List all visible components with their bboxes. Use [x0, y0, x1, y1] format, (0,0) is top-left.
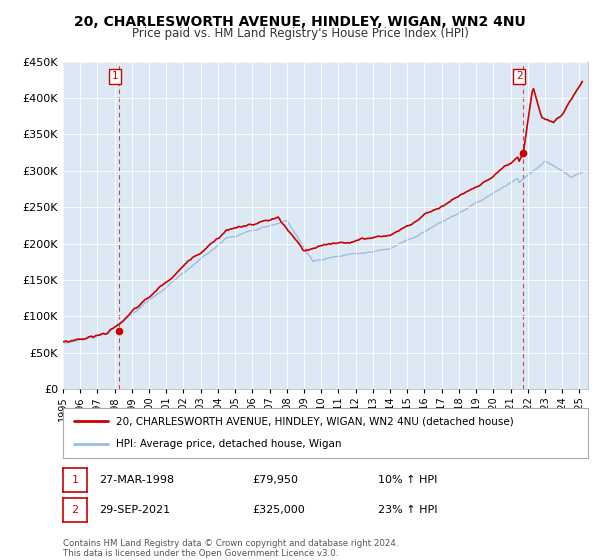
- Text: Price paid vs. HM Land Registry's House Price Index (HPI): Price paid vs. HM Land Registry's House …: [131, 27, 469, 40]
- Text: 10% ↑ HPI: 10% ↑ HPI: [378, 475, 437, 485]
- Text: 20, CHARLESWORTH AVENUE, HINDLEY, WIGAN, WN2 4NU: 20, CHARLESWORTH AVENUE, HINDLEY, WIGAN,…: [74, 15, 526, 29]
- Text: £325,000: £325,000: [252, 505, 305, 515]
- Text: 1: 1: [71, 475, 79, 485]
- Text: 1: 1: [112, 71, 118, 81]
- Text: HPI: Average price, detached house, Wigan: HPI: Average price, detached house, Wiga…: [115, 440, 341, 450]
- Text: 27-MAR-1998: 27-MAR-1998: [99, 475, 174, 485]
- Text: 20, CHARLESWORTH AVENUE, HINDLEY, WIGAN, WN2 4NU (detached house): 20, CHARLESWORTH AVENUE, HINDLEY, WIGAN,…: [115, 416, 513, 426]
- Text: 2: 2: [516, 71, 523, 81]
- Text: 2: 2: [71, 505, 79, 515]
- Text: 23% ↑ HPI: 23% ↑ HPI: [378, 505, 437, 515]
- Text: 29-SEP-2021: 29-SEP-2021: [99, 505, 170, 515]
- Text: Contains HM Land Registry data © Crown copyright and database right 2024.: Contains HM Land Registry data © Crown c…: [63, 539, 398, 548]
- Text: £79,950: £79,950: [252, 475, 298, 485]
- Text: This data is licensed under the Open Government Licence v3.0.: This data is licensed under the Open Gov…: [63, 549, 338, 558]
